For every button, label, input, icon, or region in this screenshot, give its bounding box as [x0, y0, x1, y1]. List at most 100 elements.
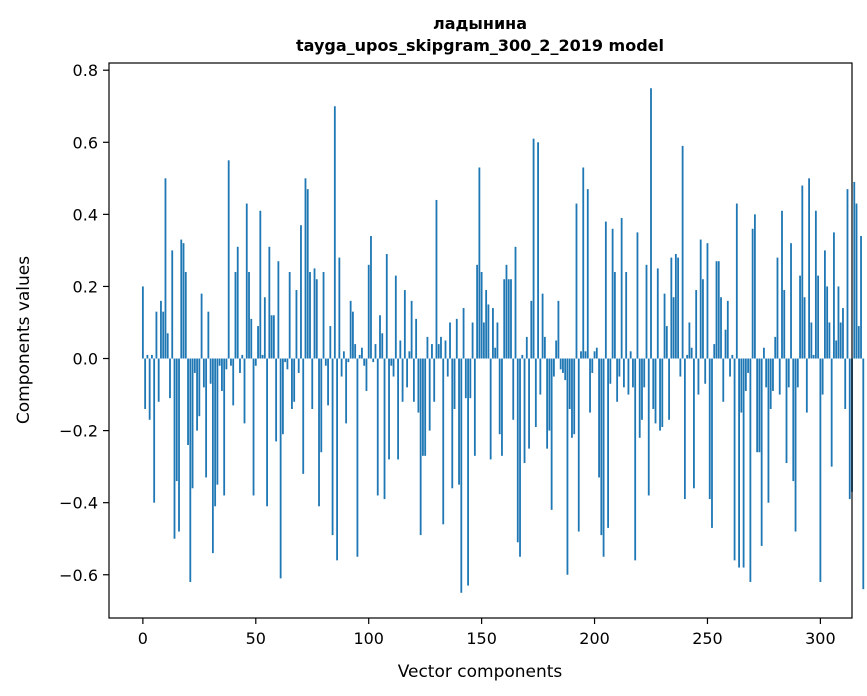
bar-211	[618, 358, 621, 377]
bar-120	[412, 358, 415, 402]
bar-250	[706, 243, 709, 359]
bar-87	[338, 257, 341, 359]
bar-25	[198, 358, 201, 417]
bar-127	[428, 358, 431, 431]
bar-297	[812, 354, 815, 359]
bar-231	[663, 293, 666, 359]
bar-283	[781, 210, 783, 359]
bar-85	[333, 106, 336, 359]
bar-23	[193, 358, 196, 373]
bar-93	[352, 311, 354, 359]
bar-238	[679, 358, 682, 377]
bar-212	[620, 217, 623, 359]
bar-92	[349, 300, 352, 359]
bar-223	[645, 264, 648, 359]
bar-80	[322, 272, 325, 359]
bar-173	[532, 138, 535, 359]
x-tick-label: 0	[138, 629, 148, 648]
bar-243	[690, 347, 693, 359]
bar-187	[564, 358, 567, 381]
bar-199	[591, 358, 594, 373]
bar-28	[205, 358, 208, 478]
bar-178	[543, 336, 546, 359]
bar-83	[329, 326, 332, 359]
bar-277	[767, 358, 770, 503]
bar-209	[613, 272, 616, 359]
bar-240	[683, 358, 686, 500]
bar-126	[426, 336, 429, 359]
bar-181	[550, 358, 553, 510]
bar-116	[403, 290, 406, 359]
chart-title: ладынина	[433, 14, 527, 33]
bar-278	[769, 358, 772, 409]
bar-293	[803, 297, 806, 359]
bar-229	[659, 358, 661, 431]
bar-110	[390, 358, 393, 366]
bar-143	[464, 358, 467, 399]
bar-207	[609, 358, 612, 384]
bar-319	[862, 358, 865, 590]
bar-256	[720, 297, 722, 359]
bar-180	[548, 358, 551, 431]
bar-77	[315, 279, 318, 359]
bar-205	[604, 221, 607, 359]
bar-27	[202, 358, 205, 388]
bar-304	[828, 322, 831, 359]
bar-282	[778, 358, 781, 395]
bar-57	[270, 315, 273, 359]
chart-subtitle: tayga_upos_skipgram_300_2_2019 model	[296, 36, 664, 55]
bar-6	[155, 311, 158, 359]
bar-45	[243, 358, 246, 424]
bar-112	[394, 275, 397, 359]
bar-108	[385, 254, 388, 359]
bar-138	[453, 358, 456, 409]
bar-72	[304, 178, 307, 359]
bar-59	[275, 358, 278, 442]
bar-39	[230, 358, 232, 366]
bar-79	[320, 358, 323, 453]
bar-261	[731, 354, 734, 359]
bar-9	[162, 311, 165, 359]
bar-115	[401, 358, 404, 402]
bar-56	[268, 246, 271, 359]
y-tick-label: 0.8	[73, 61, 98, 80]
bar-1	[144, 358, 147, 409]
bar-146	[471, 322, 474, 359]
bar-273	[758, 358, 761, 453]
bar-167	[519, 358, 521, 557]
bar-191	[573, 358, 576, 435]
bar-169	[523, 358, 526, 464]
bar-34	[218, 358, 221, 366]
bar-186	[562, 358, 564, 373]
bar-237	[677, 257, 680, 359]
bar-142	[462, 308, 465, 359]
bar-220	[638, 358, 641, 438]
bar-196	[584, 351, 587, 359]
bar-12	[169, 358, 171, 399]
bar-71	[302, 358, 305, 474]
bar-269	[749, 358, 752, 582]
bar-144	[467, 358, 469, 586]
bar-140	[458, 358, 460, 485]
bar-90	[345, 358, 348, 424]
bar-88	[340, 358, 343, 377]
bar-145	[469, 358, 472, 399]
bar-195	[582, 167, 585, 359]
bar-308	[837, 286, 840, 359]
bar-258	[724, 329, 727, 359]
bar-179	[546, 358, 549, 449]
bar-68	[295, 290, 298, 359]
bar-109	[388, 358, 390, 460]
bar-44	[241, 354, 244, 359]
bar-198	[589, 358, 591, 413]
bar-158	[498, 358, 501, 435]
bar-249	[704, 358, 707, 384]
bar-305	[830, 358, 833, 467]
bar-55	[266, 358, 268, 507]
bar-285	[785, 358, 788, 464]
bar-36	[223, 358, 226, 496]
bar-189	[568, 358, 571, 409]
bar-33	[216, 358, 219, 485]
bar-206	[607, 358, 609, 528]
bar-216	[629, 351, 632, 359]
